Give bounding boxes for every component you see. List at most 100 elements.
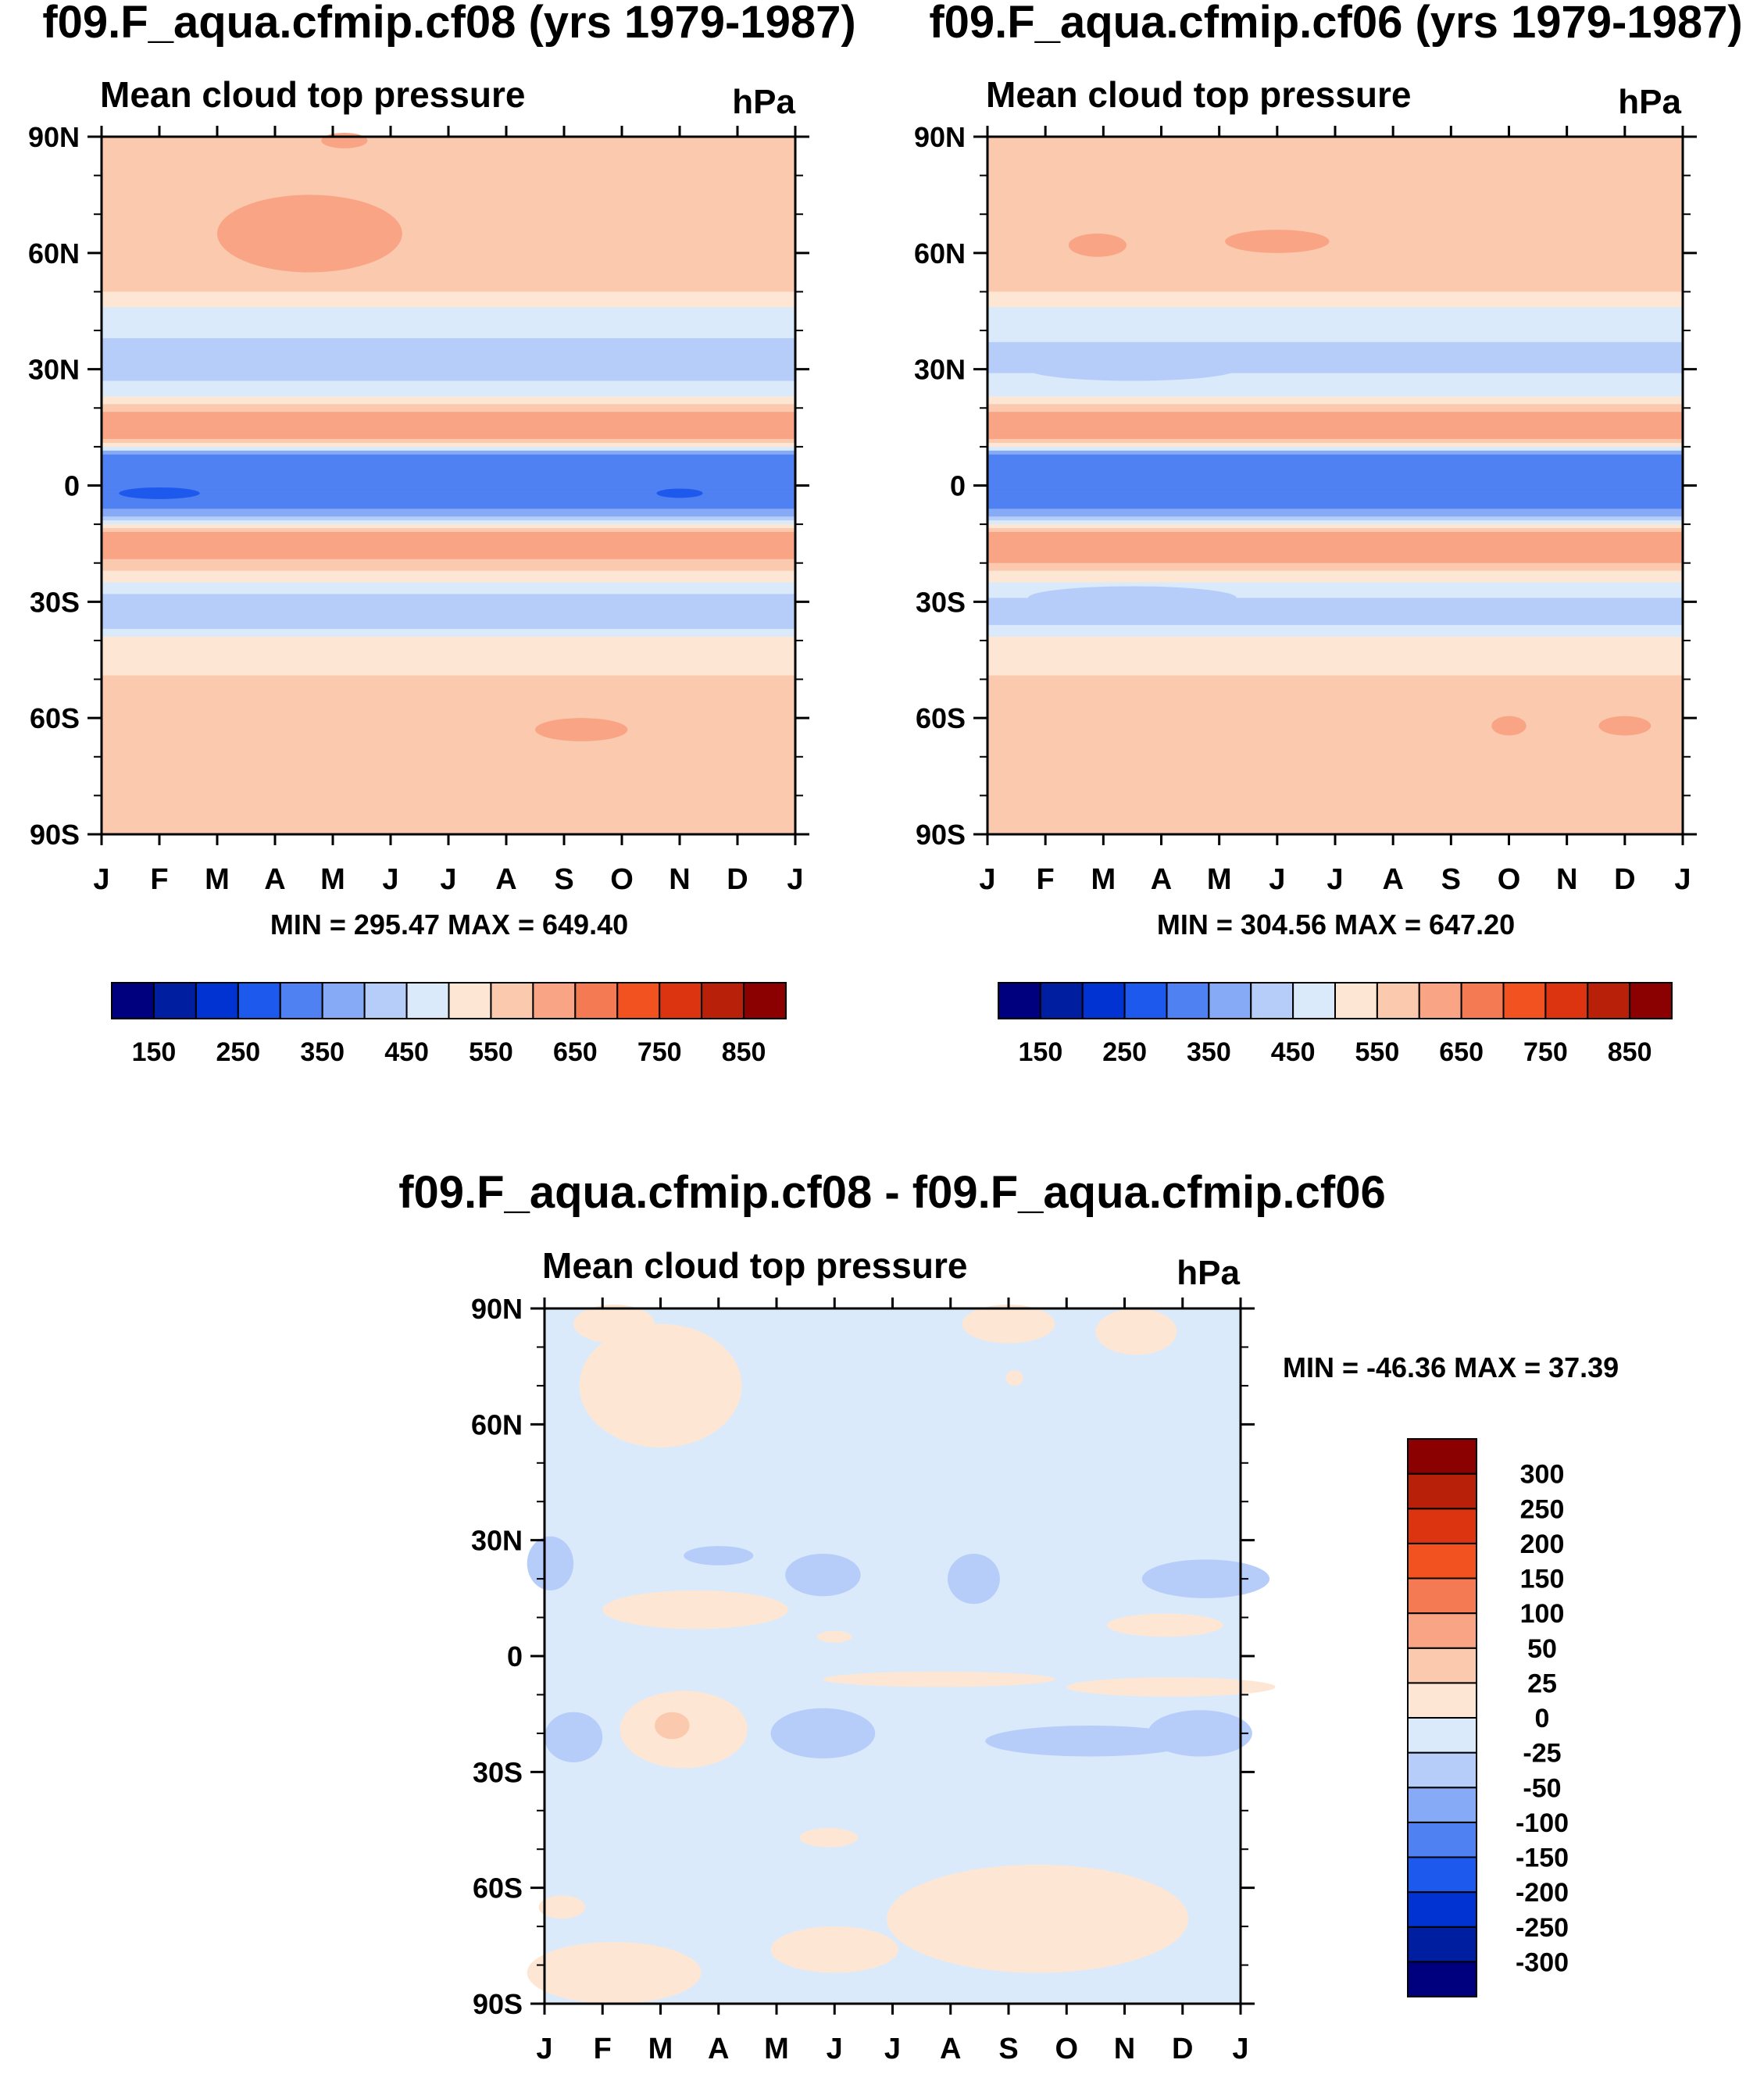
contour-band <box>102 361 795 366</box>
x-tick-label: F <box>1037 863 1055 896</box>
colorbar-swatch <box>659 982 703 1019</box>
contour-band <box>987 284 1683 289</box>
colorbar-label: 250 <box>216 1037 260 1067</box>
contour-band <box>102 744 795 750</box>
colorbar-swatch <box>1407 1961 1477 1997</box>
contour-band <box>987 679 1683 684</box>
contour-band <box>987 730 1683 734</box>
contour-band <box>987 334 1683 339</box>
contour-band <box>102 524 795 529</box>
colorbar-label: -50 <box>1523 1773 1561 1803</box>
contour-band <box>987 473 1683 479</box>
contour-patch <box>962 1305 1055 1344</box>
contour-band <box>987 570 1683 576</box>
contour-band <box>987 784 1683 789</box>
contour-band <box>987 586 1683 591</box>
contour-band <box>102 714 795 719</box>
contour-band <box>987 252 1683 258</box>
contour-band <box>987 726 1683 730</box>
contour-band <box>102 501 795 506</box>
contour-band <box>102 272 795 277</box>
contour-band <box>102 341 795 347</box>
contour-band <box>102 466 795 471</box>
contour-patch <box>119 487 200 499</box>
colorbar-label: -250 <box>1516 1913 1569 1943</box>
min-max-label: MIN = 295.47 MAX = 649.40 <box>270 908 628 941</box>
x-tick-label: A <box>708 2033 729 2065</box>
contour-band <box>102 691 795 696</box>
y-tick-label: 60S <box>473 1872 523 1904</box>
contour-band <box>102 152 795 157</box>
colorbar-label: 200 <box>1520 1530 1565 1559</box>
colorbar-label: 100 <box>1520 1599 1565 1629</box>
contour-band <box>102 284 795 289</box>
colorbar-swatch <box>363 982 408 1019</box>
contour-band <box>987 598 1683 603</box>
colorbar-swatch <box>1123 982 1168 1019</box>
contour-band <box>987 509 1683 514</box>
contour-band <box>987 295 1683 301</box>
contour-band <box>102 726 795 730</box>
contour-band <box>987 241 1683 246</box>
contour-band <box>102 648 795 653</box>
contour-band <box>987 539 1683 544</box>
contour-band <box>102 214 795 219</box>
x-tick-label: M <box>320 863 345 896</box>
contour-band <box>102 319 795 323</box>
contour-band <box>102 621 795 626</box>
contour-band <box>987 655 1683 661</box>
contour-band <box>987 272 1683 277</box>
contour-field <box>527 1305 1276 2004</box>
contour-band <box>987 625 1683 630</box>
colorbar-swatch <box>1407 1542 1477 1580</box>
contour-band <box>987 400 1683 405</box>
x-tick-label: D <box>727 863 748 896</box>
panel-subtitle: Mean cloud top pressure <box>986 74 1411 115</box>
contour-band <box>102 516 795 521</box>
contour-band <box>102 512 795 517</box>
contour-band <box>987 535 1683 541</box>
contour-band <box>102 280 795 285</box>
contour-band <box>987 547 1683 552</box>
contour-band <box>987 435 1683 440</box>
contour-band <box>987 590 1683 595</box>
contour-band <box>987 651 1683 657</box>
contour-band <box>102 532 795 537</box>
y-tick-label: 90S <box>916 819 966 851</box>
colorbar-swatch <box>1407 1787 1477 1823</box>
contour-band <box>987 823 1683 827</box>
contour-band <box>987 187 1683 192</box>
contour-band <box>102 543 795 548</box>
contour-band <box>102 357 795 362</box>
contour-band <box>102 505 795 510</box>
contour-band <box>987 392 1683 398</box>
contour-patch <box>770 1926 898 1973</box>
contour-band <box>102 198 795 204</box>
contour-band <box>102 578 795 584</box>
contour-band <box>102 384 795 390</box>
contour-band <box>102 392 795 398</box>
contour-band <box>987 408 1683 413</box>
contour-band <box>987 768 1683 773</box>
contour-band <box>102 234 795 238</box>
contour-band <box>102 442 795 448</box>
colorbar-swatch <box>1250 982 1294 1019</box>
x-tick-label: S <box>554 863 573 896</box>
contour-band <box>102 687 795 692</box>
colorbar-swatch <box>1407 1821 1477 1858</box>
x-tick-label: A <box>264 863 285 896</box>
contour-band <box>102 303 795 309</box>
min-max-label: MIN = -46.36 MAX = 37.39 <box>1283 1351 1619 1383</box>
contour-band <box>987 694 1683 700</box>
contour-band <box>987 299 1683 305</box>
colorbar-label: 350 <box>300 1037 345 1067</box>
contour-band <box>102 547 795 552</box>
contour-band <box>102 369 795 374</box>
contour-band <box>102 252 795 258</box>
contour-band <box>987 497 1683 502</box>
y-tick-label: 30S <box>473 1756 523 1788</box>
contour-band <box>987 687 1683 692</box>
contour-band <box>102 260 795 266</box>
contour-band <box>102 187 795 192</box>
colorbar-swatch <box>998 982 1041 1019</box>
